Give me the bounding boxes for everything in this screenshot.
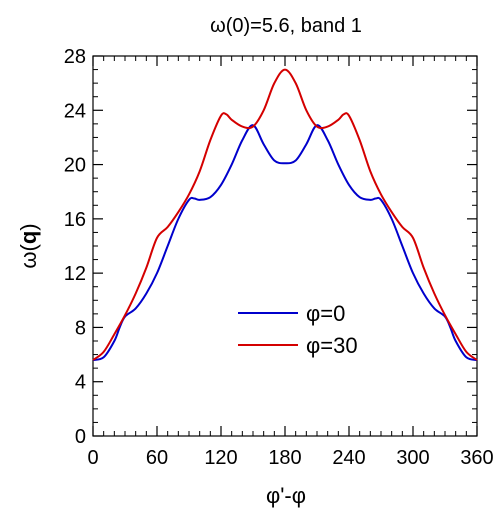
y-tick-label: 0: [75, 426, 86, 448]
x-tick-label: 360: [460, 447, 493, 469]
x-axis-label: φ'-φ: [266, 483, 306, 508]
minor-ticks: [93, 56, 477, 436]
x-tick-label: 300: [396, 447, 429, 469]
plot-border: [92, 55, 478, 437]
legend-label-phi30: φ=30: [306, 333, 358, 358]
series-line-phi0: [92, 124, 478, 361]
y-tick-label: 24: [64, 100, 86, 122]
plot-frame: [92, 55, 478, 437]
x-tick-label: 180: [268, 447, 301, 469]
major-ticks: [92, 55, 478, 437]
x-tick-label: 0: [87, 447, 98, 469]
y-tick-label: 12: [64, 263, 86, 285]
y-tick-label: 28: [64, 46, 86, 68]
y-axis-label-bold: q: [16, 231, 41, 244]
legend-label-phi0: φ=0: [306, 301, 345, 326]
x-tick-label: 240: [332, 447, 365, 469]
x-tick-label: 60: [146, 447, 168, 469]
y-tick-label: 16: [64, 209, 86, 231]
y-axis-label: ω(q): [16, 223, 41, 268]
chart-title: ω(0)=5.6, band 1: [210, 15, 362, 37]
legend: φ=0 φ=30: [238, 301, 358, 358]
series-layer: [92, 68, 478, 361]
series-line-phi30: [92, 68, 478, 361]
x-tick-labels: 0 60 120 180 240 300 360: [87, 447, 493, 469]
y-axis-label-suffix: ): [16, 223, 41, 230]
y-tick-labels: 0 4 8 12 16 20 24 28: [64, 46, 86, 448]
y-tick-label: 4: [75, 372, 86, 394]
y-tick-label: 8: [75, 317, 86, 339]
y-axis-label-prefix: ω(: [16, 243, 41, 268]
y-tick-label: 20: [64, 155, 86, 177]
x-tick-label: 120: [204, 447, 237, 469]
